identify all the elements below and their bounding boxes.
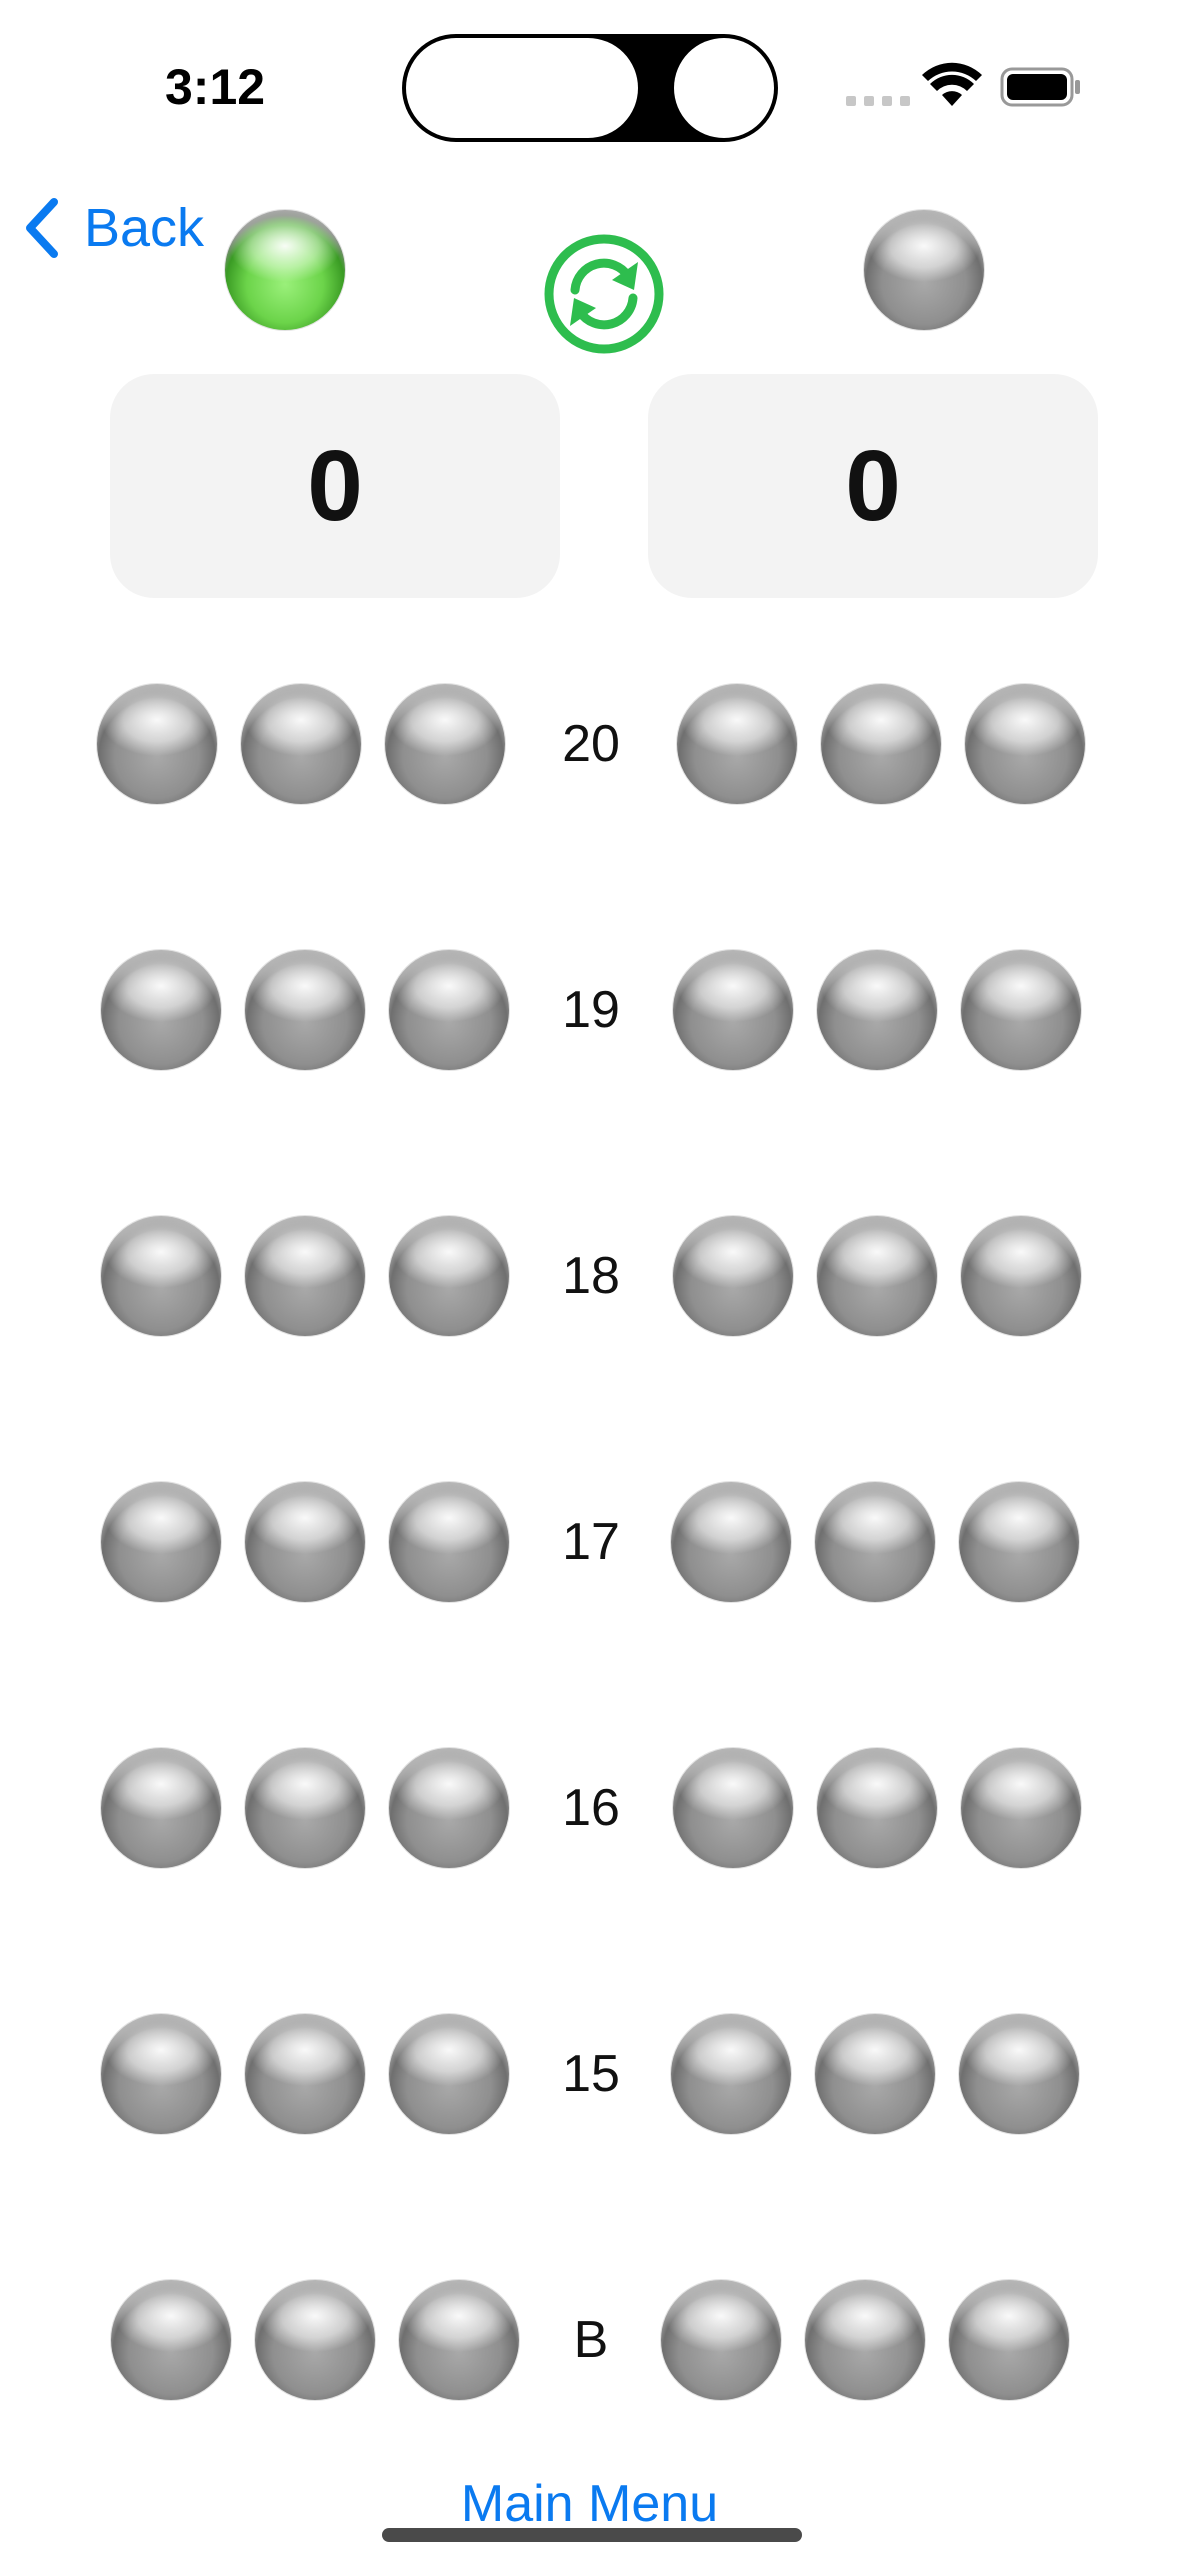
right-mark-17-1[interactable] — [671, 1482, 791, 1602]
right-mark-20-3[interactable] — [965, 684, 1085, 804]
left-mark-20-3[interactable] — [385, 684, 505, 804]
cellular-signal-icon — [846, 96, 910, 106]
right-mark-16-1[interactable] — [673, 1748, 793, 1868]
left-mark-19-2[interactable] — [245, 950, 365, 1070]
left-mark-16-3[interactable] — [389, 1748, 509, 1868]
back-button[interactable]: Back — [22, 196, 204, 260]
right-mark-16-2[interactable] — [817, 1748, 937, 1868]
right-mark-15-3[interactable] — [959, 2014, 1079, 2134]
main-menu-button[interactable]: Main Menu — [460, 2475, 719, 2533]
left-mark-15-1[interactable] — [101, 2014, 221, 2134]
right-player-turn-indicator — [864, 210, 984, 330]
right-mark-15-2[interactable] — [815, 2014, 935, 2134]
dynamic-island — [402, 34, 778, 142]
right-mark-bull-3[interactable] — [949, 2280, 1069, 2400]
battery-icon — [1000, 67, 1080, 107]
right-mark-20-2[interactable] — [821, 684, 941, 804]
island-dot — [674, 38, 774, 138]
right-mark-bull-1[interactable] — [661, 2280, 781, 2400]
right-mark-bull-2[interactable] — [805, 2280, 925, 2400]
left-mark-15-3[interactable] — [389, 2014, 509, 2134]
left-mark-16-1[interactable] — [101, 1748, 221, 1868]
right-mark-16-3[interactable] — [961, 1748, 1081, 1868]
row-label-18: 18 — [562, 1247, 620, 1305]
back-label: Back — [84, 198, 205, 258]
left-mark-17-3[interactable] — [389, 1482, 509, 1602]
home-indicator — [382, 2528, 802, 2542]
right-mark-19-1[interactable] — [673, 950, 793, 1070]
left-mark-16-2[interactable] — [245, 1748, 365, 1868]
reset-icon[interactable] — [542, 232, 666, 356]
right-mark-19-2[interactable] — [817, 950, 937, 1070]
right-mark-17-3[interactable] — [959, 1482, 1079, 1602]
right-mark-17-2[interactable] — [815, 1482, 935, 1602]
island-pill — [406, 38, 638, 138]
row-label-17: 17 — [562, 1513, 620, 1571]
row-label-16: 16 — [562, 1779, 620, 1837]
right-mark-18-3[interactable] — [961, 1216, 1081, 1336]
left-mark-17-2[interactable] — [245, 1482, 365, 1602]
left-mark-18-3[interactable] — [389, 1216, 509, 1336]
left-mark-bull-2[interactable] — [255, 2280, 375, 2400]
left-mark-bull-1[interactable] — [111, 2280, 231, 2400]
right-mark-20-1[interactable] — [677, 684, 797, 804]
right-mark-19-3[interactable] — [961, 950, 1081, 1070]
left-mark-19-3[interactable] — [389, 950, 509, 1070]
right-score: 0 — [648, 374, 1098, 598]
row-label-15: 15 — [562, 2045, 620, 2103]
right-mark-15-1[interactable] — [671, 2014, 791, 2134]
chevron-left-icon — [26, 198, 58, 258]
row-label-bull: B — [573, 2311, 609, 2369]
left-mark-18-2[interactable] — [245, 1216, 365, 1336]
status-time: 3:12 — [165, 59, 266, 115]
left-player-turn-indicator — [225, 210, 345, 330]
right-mark-18-1[interactable] — [673, 1216, 793, 1336]
left-mark-15-2[interactable] — [245, 2014, 365, 2134]
left-mark-19-1[interactable] — [101, 950, 221, 1070]
left-score: 0 — [110, 374, 560, 598]
wifi-icon — [922, 62, 982, 106]
right-mark-18-2[interactable] — [817, 1216, 937, 1336]
row-label-19: 19 — [562, 981, 620, 1039]
left-mark-20-1[interactable] — [97, 684, 217, 804]
left-mark-20-2[interactable] — [241, 684, 361, 804]
left-mark-18-1[interactable] — [101, 1216, 221, 1336]
row-label-20: 20 — [562, 715, 620, 773]
left-mark-17-1[interactable] — [101, 1482, 221, 1602]
left-mark-bull-3[interactable] — [399, 2280, 519, 2400]
